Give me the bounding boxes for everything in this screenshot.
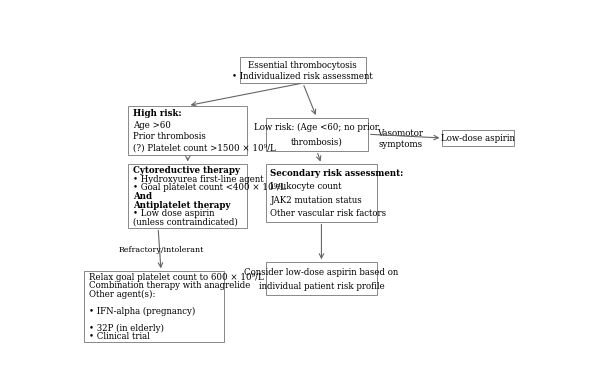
Text: Secondary risk assessment:: Secondary risk assessment:: [270, 169, 404, 178]
FancyBboxPatch shape: [128, 164, 247, 228]
Text: Cytoreductive therapy: Cytoreductive therapy: [133, 166, 240, 175]
FancyBboxPatch shape: [266, 164, 377, 222]
Text: Vasomotor
symptoms: Vasomotor symptoms: [377, 129, 424, 149]
Text: Low-dose aspirin: Low-dose aspirin: [442, 134, 515, 143]
Text: Prior thrombosis: Prior thrombosis: [133, 132, 206, 141]
Text: Essential thrombocytosis: Essential thrombocytosis: [248, 61, 357, 70]
FancyBboxPatch shape: [266, 262, 377, 295]
Text: Other vascular risk factors: Other vascular risk factors: [270, 209, 386, 218]
Text: Leukocyte count: Leukocyte count: [270, 183, 342, 192]
Text: • Hydroxyurea first-line agent: • Hydroxyurea first-line agent: [133, 174, 264, 183]
Text: thrombosis): thrombosis): [291, 138, 343, 147]
Text: • Individualized risk assessment: • Individualized risk assessment: [232, 72, 373, 81]
Text: • 32P (in elderly): • 32P (in elderly): [89, 324, 164, 333]
Text: And: And: [133, 192, 152, 201]
Text: (?) Platelet count >1500 × 10⁹/L: (?) Platelet count >1500 × 10⁹/L: [133, 144, 276, 153]
Text: • Goal platelet count <400 × 10⁹/L: • Goal platelet count <400 × 10⁹/L: [133, 183, 286, 192]
Text: Other agent(s):: Other agent(s):: [89, 290, 155, 299]
Text: Combination therapy with anagrelide: Combination therapy with anagrelide: [89, 281, 250, 290]
Text: High risk:: High risk:: [133, 109, 182, 118]
Text: individual patient risk profile: individual patient risk profile: [259, 282, 385, 291]
Text: Consider low-dose aspirin based on: Consider low-dose aspirin based on: [244, 268, 398, 277]
Text: Antiplatelet therapy: Antiplatelet therapy: [133, 201, 230, 210]
FancyBboxPatch shape: [128, 106, 247, 155]
Text: Refractory/intolerant: Refractory/intolerant: [118, 246, 204, 254]
Text: • Clinical trial: • Clinical trial: [89, 332, 150, 341]
Text: JAK2 mutation status: JAK2 mutation status: [270, 196, 362, 205]
Text: • Low dose aspirin: • Low dose aspirin: [133, 209, 215, 218]
Text: Low risk: (Age <60; no prior: Low risk: (Age <60; no prior: [254, 123, 379, 132]
Text: Relax goal platelet count to 600 × 10⁹/L: Relax goal platelet count to 600 × 10⁹/L: [89, 273, 264, 282]
FancyBboxPatch shape: [84, 271, 224, 342]
Text: Age >60: Age >60: [133, 121, 171, 130]
Text: • IFN-alpha (pregnancy): • IFN-alpha (pregnancy): [89, 307, 196, 316]
Text: (unless contraindicated): (unless contraindicated): [133, 218, 238, 227]
FancyBboxPatch shape: [240, 57, 365, 83]
FancyBboxPatch shape: [442, 130, 514, 146]
FancyBboxPatch shape: [266, 118, 368, 151]
